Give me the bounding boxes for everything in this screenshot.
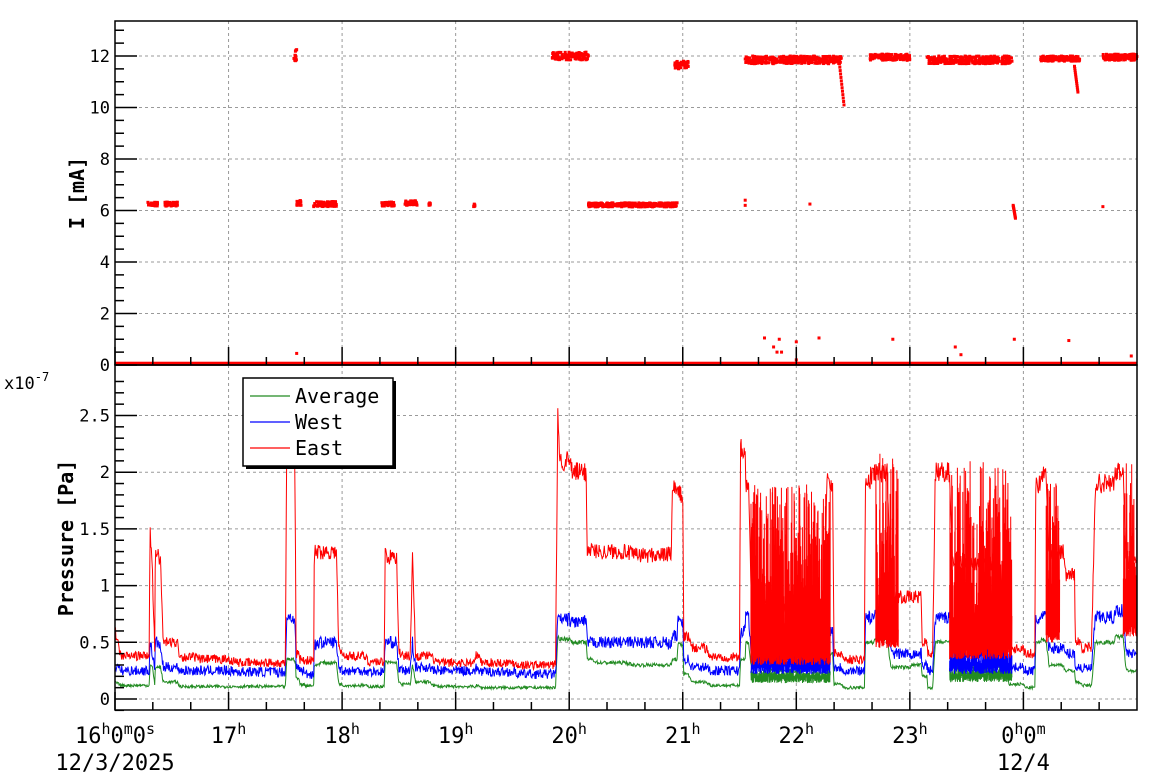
y-tick-label: 2 [100,305,110,325]
pressure-lines [115,408,1137,692]
pressure-y-axis: 0 0.5 1 1.5 2 2.5 [79,380,1100,712]
pressure-y-axis-title: Pressure [Pa] [54,460,78,617]
current-panel: 0 2 4 6 8 10 12 I [mA] [65,21,1139,376]
y-tick-label: 4 [100,253,110,273]
x-date-label: 12/4 [997,751,1050,776]
x-tick-label: 22h [779,720,815,749]
x-tick-label: 16h0m0s [75,720,155,749]
y-tick-label: 0 [100,690,110,710]
x-tick-label: 21h [665,720,701,749]
y-tick-label: 0 [100,356,110,376]
y-tick-label: 2.5 [79,407,110,427]
y-tick-label: 1.5 [79,520,110,540]
legend-label-average: Average [295,384,379,408]
y-multiplier-label: x10-7 [4,370,49,394]
x-tick-label: 17h [211,720,247,749]
current-y-axis-title: I [mA] [65,157,89,229]
legend-label-east: East [295,436,343,460]
x-tick-label: 23h [892,720,928,749]
x-tick-label: 19h [438,720,474,749]
pressure-plot-frame [114,364,1138,711]
pressure-panel: 0 0.5 1 1.5 2 2.5 Pressure [Pa] x10-7 [4,365,1137,712]
x-tick-label: 20h [551,720,587,749]
current-y-axis: 0 2 4 6 8 10 12 [90,29,1100,376]
y-tick-label: 12 [90,47,110,67]
y-tick-label: 1 [100,577,110,597]
current-scatter-points [115,48,1139,366]
time-axis-labels: 16h0m0s 17h 18h 19h 20h 21h 22h 23h 0h0m 12/3/202… [55,720,1050,776]
x-tick-label: 0h0m [1001,720,1046,749]
legend-label-west: West [295,410,343,434]
current-gridlines [115,21,1137,365]
y-tick-label: 2 [100,463,110,483]
x-tick-label: 18h [324,720,360,749]
y-tick-label: 10 [90,99,110,119]
y-tick-label: 6 [100,202,110,222]
y-tick-label: 8 [100,150,110,170]
y-tick-label: 0.5 [79,633,110,653]
x-date-label: 12/3/2025 [55,751,174,776]
